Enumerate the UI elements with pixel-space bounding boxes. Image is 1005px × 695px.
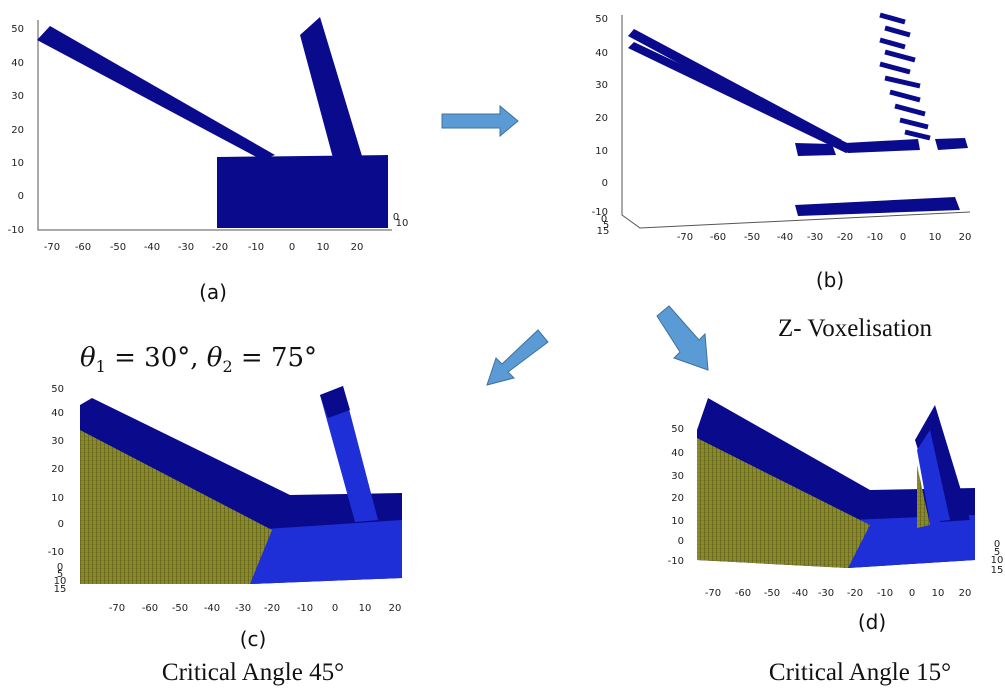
x-tick-label: -60 — [735, 588, 751, 599]
x-tick-label: -50 — [764, 588, 780, 599]
x-tick-label: -40 — [204, 603, 220, 614]
x-tick-label: -50 — [172, 603, 188, 614]
y-tick-label: 50 — [11, 24, 24, 35]
x-tick-label: -60 — [75, 242, 91, 253]
x-tick-label: 10 — [929, 232, 942, 243]
x-tick-label: -20 — [212, 242, 228, 253]
y-tick-label: 40 — [595, 48, 608, 59]
angle-part: = 75° — [233, 343, 317, 373]
panel-caption: (b) — [816, 268, 844, 292]
x-tick-label: -30 — [235, 603, 251, 614]
panel-note: Critical Angle 15° — [769, 659, 951, 686]
x-tick-label: 10 — [932, 588, 945, 599]
x-tick-label: -10 — [867, 232, 883, 243]
x-tick-label: -60 — [710, 232, 726, 243]
y-tick-label: 0 — [18, 191, 24, 202]
y-tick-label: 40 — [671, 448, 684, 459]
y-tick-label: 50 — [671, 424, 684, 435]
y-tick-label: 30 — [671, 471, 684, 482]
y-tick-label: 20 — [11, 125, 24, 136]
x-tick-label: 0 — [332, 603, 338, 614]
y-tick-label: 0 — [678, 536, 684, 547]
y-tick-label: 40 — [51, 408, 64, 419]
x-tick-label: -10 — [877, 588, 893, 599]
x-tick-label: -30 — [818, 588, 834, 599]
y-tick-label: 10 — [11, 158, 24, 169]
y-tick-label: 10 — [595, 146, 608, 157]
x-tick-label: 10 — [317, 242, 330, 253]
x-tick-label: -10 — [297, 603, 313, 614]
y-tick-label: 0 — [602, 178, 608, 189]
angle-part: θ — [80, 343, 96, 373]
panel-caption: (d) — [858, 610, 886, 634]
x-tick-label: 20 — [389, 603, 402, 614]
x-tick-label: -50 — [110, 242, 126, 253]
x-tick-label: -70 — [109, 603, 125, 614]
x-tick-label: 0 — [289, 242, 295, 253]
y-tick-label: 30 — [11, 91, 24, 102]
y-tick-label: -10 — [48, 547, 64, 558]
x-tick-label: 0 — [909, 588, 915, 599]
panel-note: Z- Voxelisation — [778, 315, 932, 342]
x-tick-label: -40 — [777, 232, 793, 243]
x-tick-label: -70 — [677, 232, 693, 243]
angle-subscript: 1 — [96, 357, 106, 376]
panel-note: Critical Angle 45° — [162, 659, 344, 686]
y-tick-label: 50 — [51, 384, 64, 395]
x-tick-label: -40 — [792, 588, 808, 599]
x-tick-label: -60 — [142, 603, 158, 614]
y-tick-label: 10 — [51, 493, 64, 504]
y-tick-label: 30 — [51, 436, 64, 447]
panel-a-shape — [37, 17, 392, 230]
x-tick-label: -20 — [264, 603, 280, 614]
panel-b-shape — [622, 15, 970, 228]
angle-subscript: 2 — [222, 357, 232, 376]
panel-c-shape — [80, 386, 402, 584]
angle-part: θ — [207, 343, 223, 373]
figure: 50403020100-10-70-60-50-40-30-20-1001020… — [0, 0, 1005, 695]
y-tick-label: 10 — [671, 516, 684, 527]
x-tick-label: -10 — [248, 242, 264, 253]
y-tick-label: -10 — [668, 556, 684, 567]
angle-label: θ1 = 30°, θ2 = 75° — [80, 343, 317, 376]
y-tick-label: 20 — [51, 464, 64, 475]
x-tick-label: -70 — [705, 588, 721, 599]
x-tick-label: -30 — [807, 232, 823, 243]
panel-d-shape — [697, 398, 975, 568]
x-tick-label: -30 — [178, 242, 194, 253]
panel-caption: (a) — [199, 280, 227, 304]
z-tick-label: 15 — [991, 565, 1004, 576]
angle-part: = 30°, — [106, 343, 207, 373]
x-tick-label: -40 — [144, 242, 160, 253]
z-tick-label: 15 — [54, 584, 67, 595]
y-tick-label: 0 — [58, 519, 64, 530]
x-tick-label: 20 — [959, 232, 972, 243]
x-tick-label: -20 — [847, 588, 863, 599]
y-tick-label: -10 — [8, 225, 24, 236]
panel-caption: (c) — [240, 627, 267, 651]
x-tick-label: -50 — [744, 232, 760, 243]
y-tick-label: 20 — [671, 493, 684, 504]
arrows — [442, 106, 708, 385]
x-tick-label: -20 — [837, 232, 853, 243]
z-tick-label: 15 — [597, 226, 610, 237]
x-tick-label: 20 — [959, 588, 972, 599]
z-tick-label: 10 — [396, 218, 409, 229]
x-tick-label: -70 — [44, 242, 60, 253]
x-tick-label: 20 — [351, 242, 364, 253]
x-tick-label: 0 — [900, 232, 906, 243]
x-tick-label: 10 — [359, 603, 372, 614]
y-tick-label: 50 — [595, 14, 608, 25]
y-tick-label: 20 — [595, 113, 608, 124]
y-tick-label: 40 — [11, 58, 24, 69]
y-tick-label: 30 — [595, 80, 608, 91]
